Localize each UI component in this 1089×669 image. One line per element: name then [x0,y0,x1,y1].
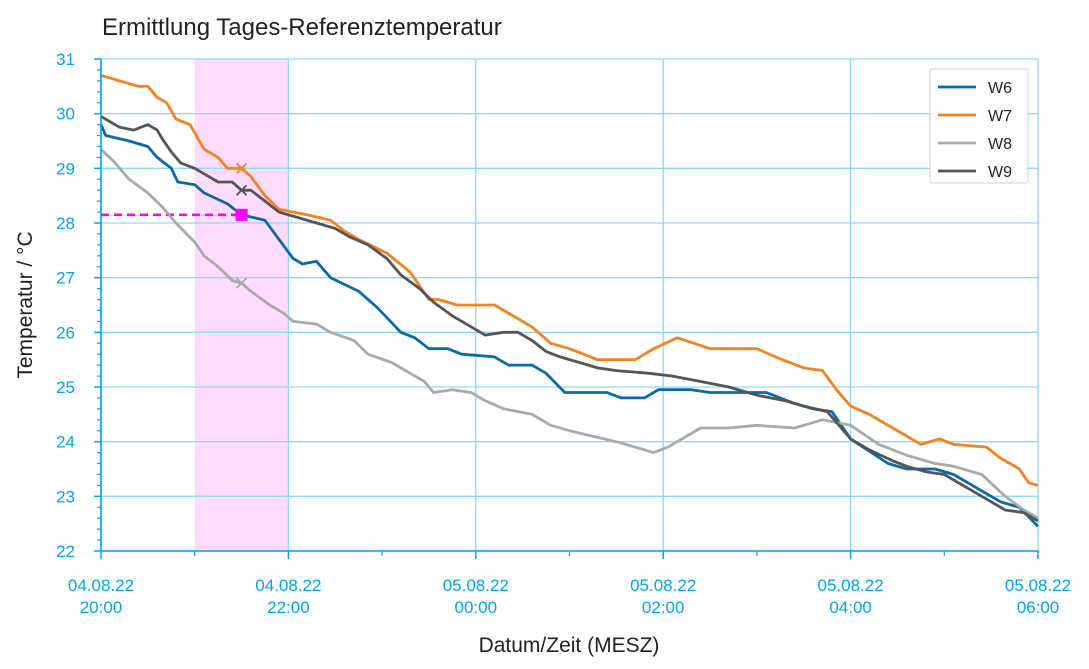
x-tick-label-date: 04.08.22 [255,576,321,595]
y-tick-label: 24 [56,433,75,452]
plot-layer: 22 23 24 25 26 27 28 29 30 31 04.08.22 20:00 04.08.2… [56,50,1071,617]
legend-label: W6 [988,80,1012,97]
y-tick-label: 23 [56,487,75,506]
legend-label: W9 [988,164,1012,181]
x-tick-label-date: 05.08.22 [630,576,696,595]
y-tick-label: 25 [56,378,75,397]
x-tick-label-time: 22:00 [267,598,310,617]
legend-label: W7 [988,108,1012,125]
x-tick-label-time: 20:00 [80,598,123,617]
series-marker-w9 [235,184,248,196]
y-tick-label: 31 [56,50,75,69]
highlight-band [194,59,289,551]
x-axis-title: Datum/Zeit (MESZ) [479,634,660,657]
x-tick-label-date: 05.08.22 [443,576,509,595]
x-tick-label-date: 04.08.22 [68,576,134,595]
series-line-w8 [100,148,1039,520]
x-tick-label-time: 02:00 [642,598,685,617]
x-tick-label-time: 06:00 [1017,598,1060,617]
y-tick-label: 27 [56,269,75,288]
series-marker-w7 [235,162,248,174]
series-line-w9 [100,115,1039,523]
y-tick-label: 29 [56,159,75,178]
x-tick-label-date: 05.08.22 [1005,576,1071,595]
x-tick-label-time: 00:00 [455,598,498,617]
y-tick-label: 22 [56,542,75,561]
y-tick-label: 30 [56,105,75,124]
y-tick-label: 28 [56,214,75,233]
reference-marker [235,208,248,221]
y-axis-title: Temperatur / °C [14,231,37,378]
series-marker-w8 [235,277,248,289]
series-line-w7 [100,74,1039,487]
y-tick-label: 26 [56,323,75,342]
chart-title: Ermittlung Tages-Referenztemperatur [102,14,502,41]
legend-label: W8 [988,136,1012,153]
x-tick-label-time: 04:00 [829,598,872,617]
x-tick-label-date: 05.08.22 [818,576,884,595]
legend-box [929,68,1029,184]
